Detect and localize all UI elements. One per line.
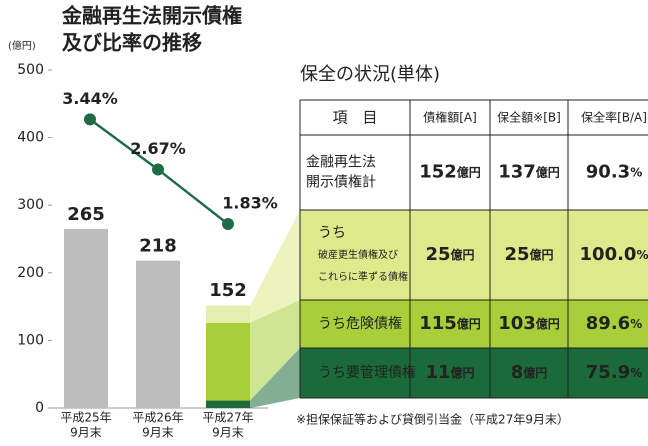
x-tick-label: 平成27年 [202, 411, 253, 425]
bar [136, 260, 180, 408]
bar-label: 218 [139, 236, 177, 257]
y-unit: (億円) [8, 39, 36, 52]
cell-unit: % [636, 248, 648, 262]
bar-segment [206, 400, 250, 408]
table-header: 保全率[B/A] [581, 110, 647, 125]
cell-unit: 億円 [523, 365, 547, 380]
cell-value: 89.6 [586, 313, 630, 334]
cell-value: 115 [419, 313, 457, 334]
cell-unit: 億円 [451, 365, 475, 380]
row-label: 金融再生法 [306, 155, 376, 171]
cell-value: 100.0 [580, 244, 637, 265]
cell-value: 103 [498, 313, 536, 334]
table-row [300, 135, 648, 210]
table-cell: 115億円 [419, 313, 481, 334]
table-row [300, 210, 648, 300]
y-tick-label: 300 [17, 197, 44, 213]
ratio-label: 1.83% [222, 194, 278, 213]
row-label: 開示債権計 [306, 174, 376, 191]
cell-unit: 億円 [457, 316, 481, 331]
x-tick-label: 9月末 [70, 426, 102, 440]
table-header: 項 目 [332, 109, 377, 127]
row-label: うち [318, 225, 346, 241]
bar-label: 265 [67, 204, 105, 225]
table-cell: 75.9% [586, 362, 642, 383]
bar-label: 152 [209, 280, 247, 301]
table-cell: 25億円 [504, 244, 553, 265]
table-cell: 8億円 [511, 362, 548, 383]
cell-unit: 億円 [536, 316, 560, 331]
y-tick-label: 200 [17, 265, 44, 281]
table-cell: 137億円 [498, 162, 560, 183]
y-tick-label: 100 [17, 332, 44, 348]
table-cell: 90.3% [586, 162, 642, 183]
cell-value: 25 [425, 244, 450, 265]
row-label: うち要管理債権 [318, 364, 416, 381]
cell-unit: % [630, 366, 642, 380]
cell-unit: 億円 [457, 164, 481, 179]
table-cell: 103億円 [498, 313, 560, 334]
chart-title: 及び比率の推移 [62, 31, 202, 55]
chart-title: 金融再生法開示債権 [61, 4, 242, 28]
cell-value: 75.9 [586, 362, 630, 383]
cell-value: 8 [511, 362, 524, 383]
cell-value: 137 [498, 162, 536, 183]
row-label: 破産更生債権及び [318, 248, 398, 261]
x-tick-label: 平成25年 [60, 411, 111, 425]
table-header: 保全額※[B] [497, 110, 561, 125]
ratio-point [84, 113, 96, 126]
cell-unit: 億円 [451, 247, 475, 262]
row-label: うち危険債権 [318, 315, 402, 332]
cell-unit: 億円 [536, 164, 560, 179]
table-cell: 89.6% [586, 313, 642, 334]
table-cell: 25億円 [425, 244, 474, 265]
cell-unit: 億円 [530, 247, 554, 262]
x-tick-label: 9月末 [212, 426, 244, 440]
ratio-label: 2.67% [130, 139, 186, 158]
bar-segment [206, 305, 250, 323]
table-header: 債権額[A] [423, 110, 477, 125]
table-cell: 100.0% [580, 244, 648, 265]
bar [64, 228, 108, 408]
cell-value: 90.3 [586, 162, 630, 183]
bar-segment [206, 322, 250, 401]
table-row [300, 100, 648, 135]
connector [250, 300, 300, 401]
connector [250, 348, 300, 408]
x-tick-label: 9月末 [142, 426, 174, 440]
y-tick-label: 0 [35, 400, 44, 416]
row-label: これらに準ずる債権 [318, 270, 408, 283]
footnote: ※担保保証等および貸倒引当金（平成27年9月末） [296, 412, 569, 427]
ratio-point [152, 163, 164, 176]
table-cell: 11億円 [425, 362, 474, 383]
cell-unit: % [630, 317, 642, 331]
table-title: 保全の状況(単体) [300, 64, 440, 85]
cell-value: 25 [504, 244, 529, 265]
x-tick-label: 平成26年 [132, 411, 183, 425]
cell-unit: % [630, 165, 642, 179]
cell-value: 11 [425, 362, 450, 383]
table-row [300, 348, 648, 398]
table-row [300, 300, 648, 348]
cell-value: 152 [419, 162, 457, 183]
table-cell: 152億円 [419, 162, 481, 183]
ratio-label: 3.44% [62, 89, 118, 108]
connector [250, 210, 300, 323]
y-tick-label: 400 [17, 130, 44, 146]
y-tick-label: 500 [17, 62, 44, 78]
ratio-point [222, 218, 234, 231]
